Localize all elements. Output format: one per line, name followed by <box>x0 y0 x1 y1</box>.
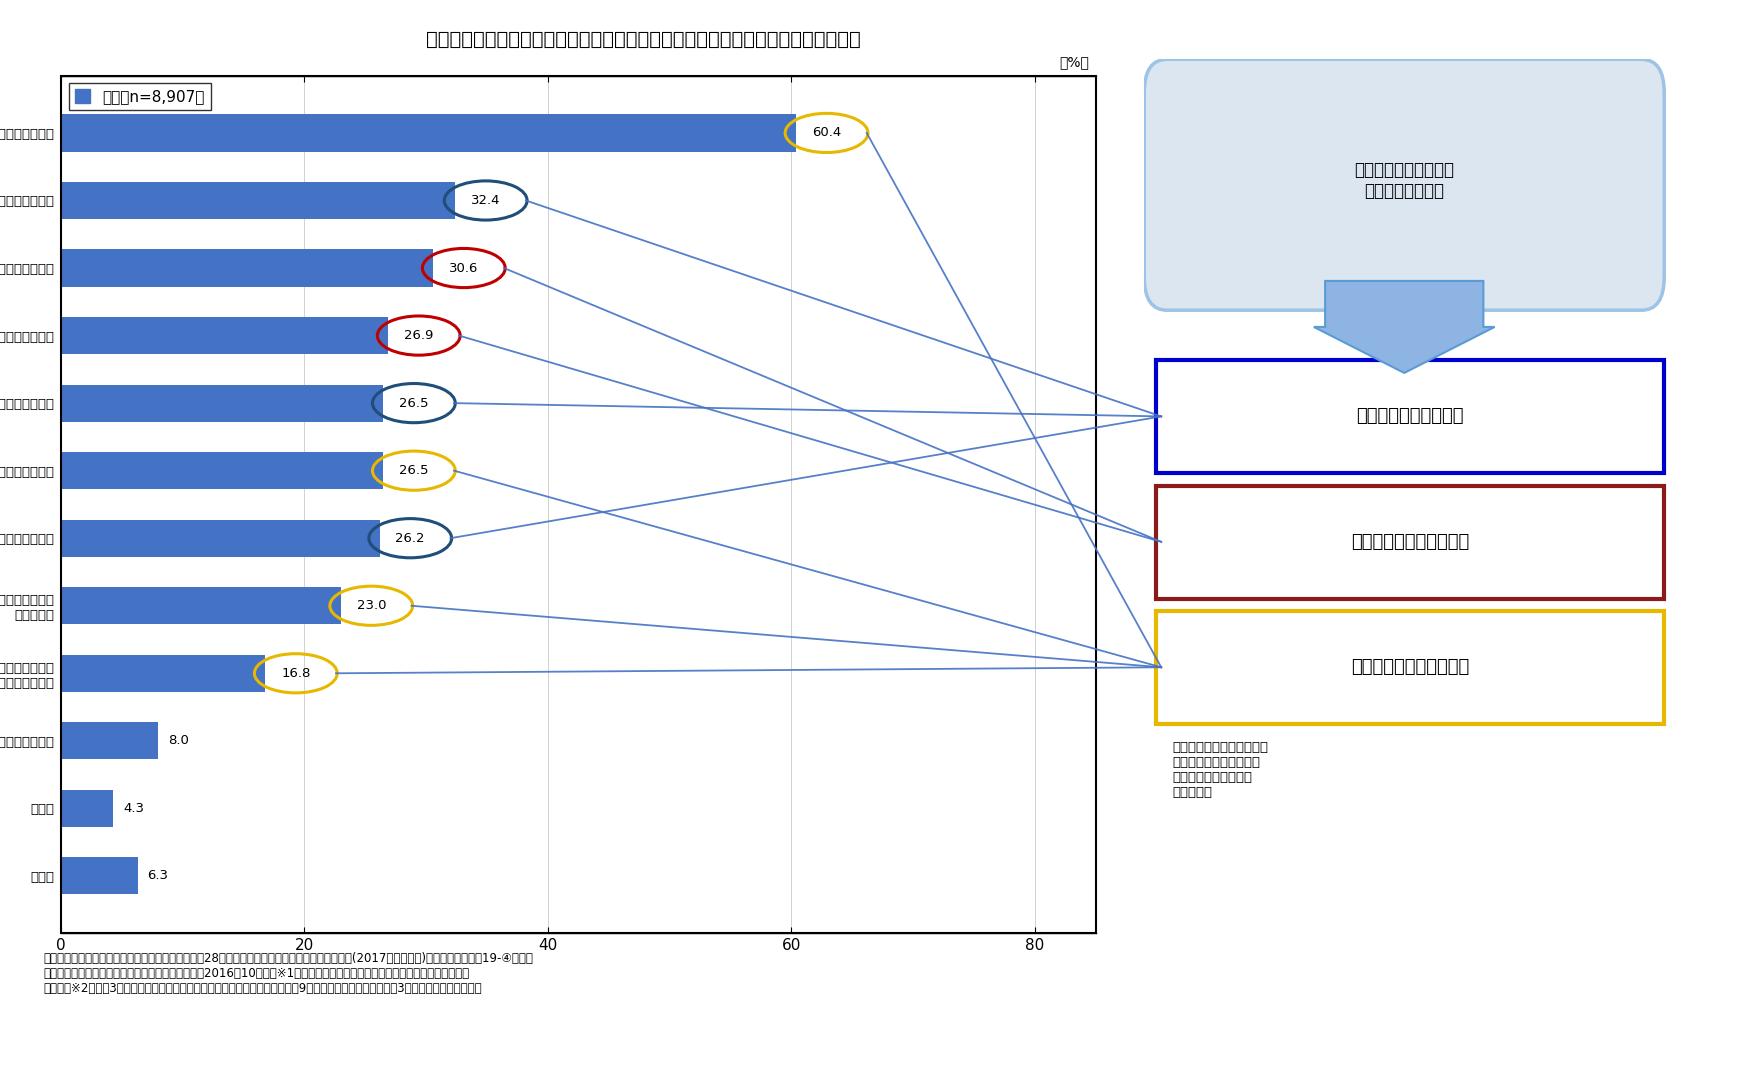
Text: Ｃ．基本的な課題・問題: Ｃ．基本的な課題・問題 <box>1351 658 1469 677</box>
FancyBboxPatch shape <box>1155 486 1664 599</box>
Bar <box>61 655 266 692</box>
Text: 26.5: 26.5 <box>400 397 428 410</box>
Text: 6.3: 6.3 <box>148 870 169 883</box>
Bar <box>61 317 388 354</box>
Text: Ａ．情報提供等の不足: Ａ．情報提供等の不足 <box>1356 408 1464 425</box>
Text: 図表－２　全事業所の介護ロボットの導入・利用における課題・問題（複数回答）: 図表－２ 全事業所の介護ロボットの導入・利用における課題・問題（複数回答） <box>426 30 861 50</box>
Bar <box>61 384 383 422</box>
Bar <box>61 114 796 151</box>
Text: Ｂ．導入に付随する課題: Ｂ．導入に付随する課題 <box>1351 533 1469 551</box>
Bar <box>61 249 433 287</box>
Text: 32.4: 32.4 <box>471 194 501 207</box>
Text: （%）: （%） <box>1059 55 1089 69</box>
Bar <box>61 858 137 894</box>
Text: （注）上記の共通点による
　分類は、あくまで筆者
　による便宜的な分類
　である。: （注）上記の共通点による 分類は、あくまで筆者 による便宜的な分類 である。 <box>1172 741 1268 798</box>
Text: 4.3: 4.3 <box>123 802 144 815</box>
Text: 8.0: 8.0 <box>169 735 190 748</box>
FancyBboxPatch shape <box>1155 611 1664 724</box>
Text: 「課題・問題」の共通
点等による３分類: 「課題・問題」の共通 点等による３分類 <box>1355 161 1454 200</box>
Bar <box>61 182 456 219</box>
FancyArrow shape <box>1315 281 1496 373</box>
Bar <box>61 520 379 557</box>
Bar <box>61 790 113 827</box>
Text: 16.8: 16.8 <box>282 667 311 680</box>
FancyBboxPatch shape <box>1144 59 1664 310</box>
Text: （資料）公益財団法人介護労働安定センター「平成28年度　介護労働実態調査（事業所調査）」(2017年８月４日)事業所調査票、問19-④の集計
　　　　結果の（全: （資料）公益財団法人介護労働安定センター「平成28年度 介護労働実態調査（事業所… <box>43 952 534 995</box>
Bar <box>61 587 341 625</box>
Text: 60.4: 60.4 <box>812 126 842 139</box>
Text: 26.5: 26.5 <box>400 464 428 477</box>
Bar <box>61 452 383 489</box>
Text: 30.6: 30.6 <box>449 261 478 274</box>
Legend: 全体（n=8,907）: 全体（n=8,907） <box>68 83 210 110</box>
Text: 26.9: 26.9 <box>403 329 433 342</box>
FancyBboxPatch shape <box>1155 360 1664 474</box>
Text: 23.0: 23.0 <box>356 599 386 612</box>
Text: 26.2: 26.2 <box>395 532 424 545</box>
Bar <box>61 722 158 760</box>
